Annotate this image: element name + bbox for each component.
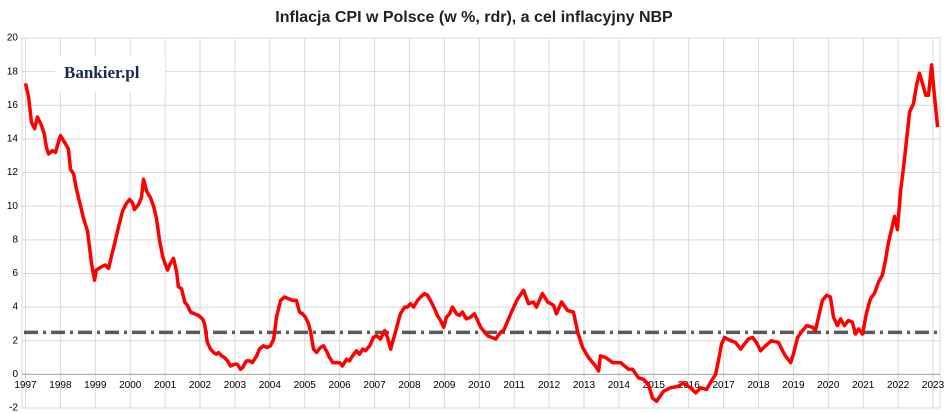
y-tick-label: 16 [7,100,19,111]
y-tick-label: 6 [12,268,18,279]
logo: Bankier.pl [64,63,140,82]
x-tick-label: 2003 [224,380,247,391]
chart-title: Inflacja CPI w Polsce (w %, rdr), a cel … [275,9,673,26]
plot-area [21,37,941,409]
x-tick-label: 2005 [294,380,317,391]
x-tick-label: 1997 [14,380,37,391]
x-tick-label: 2006 [329,380,352,391]
x-tick-label: 1999 [84,380,107,391]
y-tick-label: 4 [12,302,18,313]
x-tick-label: 2013 [573,380,596,391]
x-tick-label: 2011 [503,380,525,391]
x-tick-label: 2008 [398,380,421,391]
x-tick-label: 1998 [49,380,72,391]
y-tick-label: 20 [7,33,19,44]
x-tick-label: 2017 [712,380,735,391]
x-tick-label: 2018 [747,380,770,391]
y-tick-label: 8 [12,234,18,245]
x-tick-label: 2001 [154,380,177,391]
x-tick-label: 2000 [119,380,142,391]
y-tick-label: 0 [12,369,18,380]
x-tick-label: 2020 [817,380,840,391]
x-tick-label: 2002 [189,380,212,391]
y-tick-label: -2 [9,403,18,413]
x-tick-label: 2022 [887,380,910,391]
y-tick-label: 10 [7,201,19,212]
x-tick-label: 2019 [782,380,805,391]
x-tick-label: 2004 [259,380,282,391]
x-tick-label: 2014 [608,380,631,391]
y-tick-label: 18 [7,66,19,77]
x-tick-label: 2023 [922,380,945,391]
cpi-line [23,63,940,404]
logo-box [55,56,165,92]
x-tick-label: 2007 [363,380,386,391]
y-tick-label: 12 [7,167,19,178]
x-tick-label: 2015 [643,380,666,391]
y-tick-label: 2 [12,335,18,346]
x-tick-label: 2010 [468,380,491,391]
y-tick-label: 14 [7,134,19,145]
x-tick-label: 2021 [852,380,875,391]
x-tick-label: 2012 [538,380,561,391]
x-tick-label: 2009 [433,380,456,391]
